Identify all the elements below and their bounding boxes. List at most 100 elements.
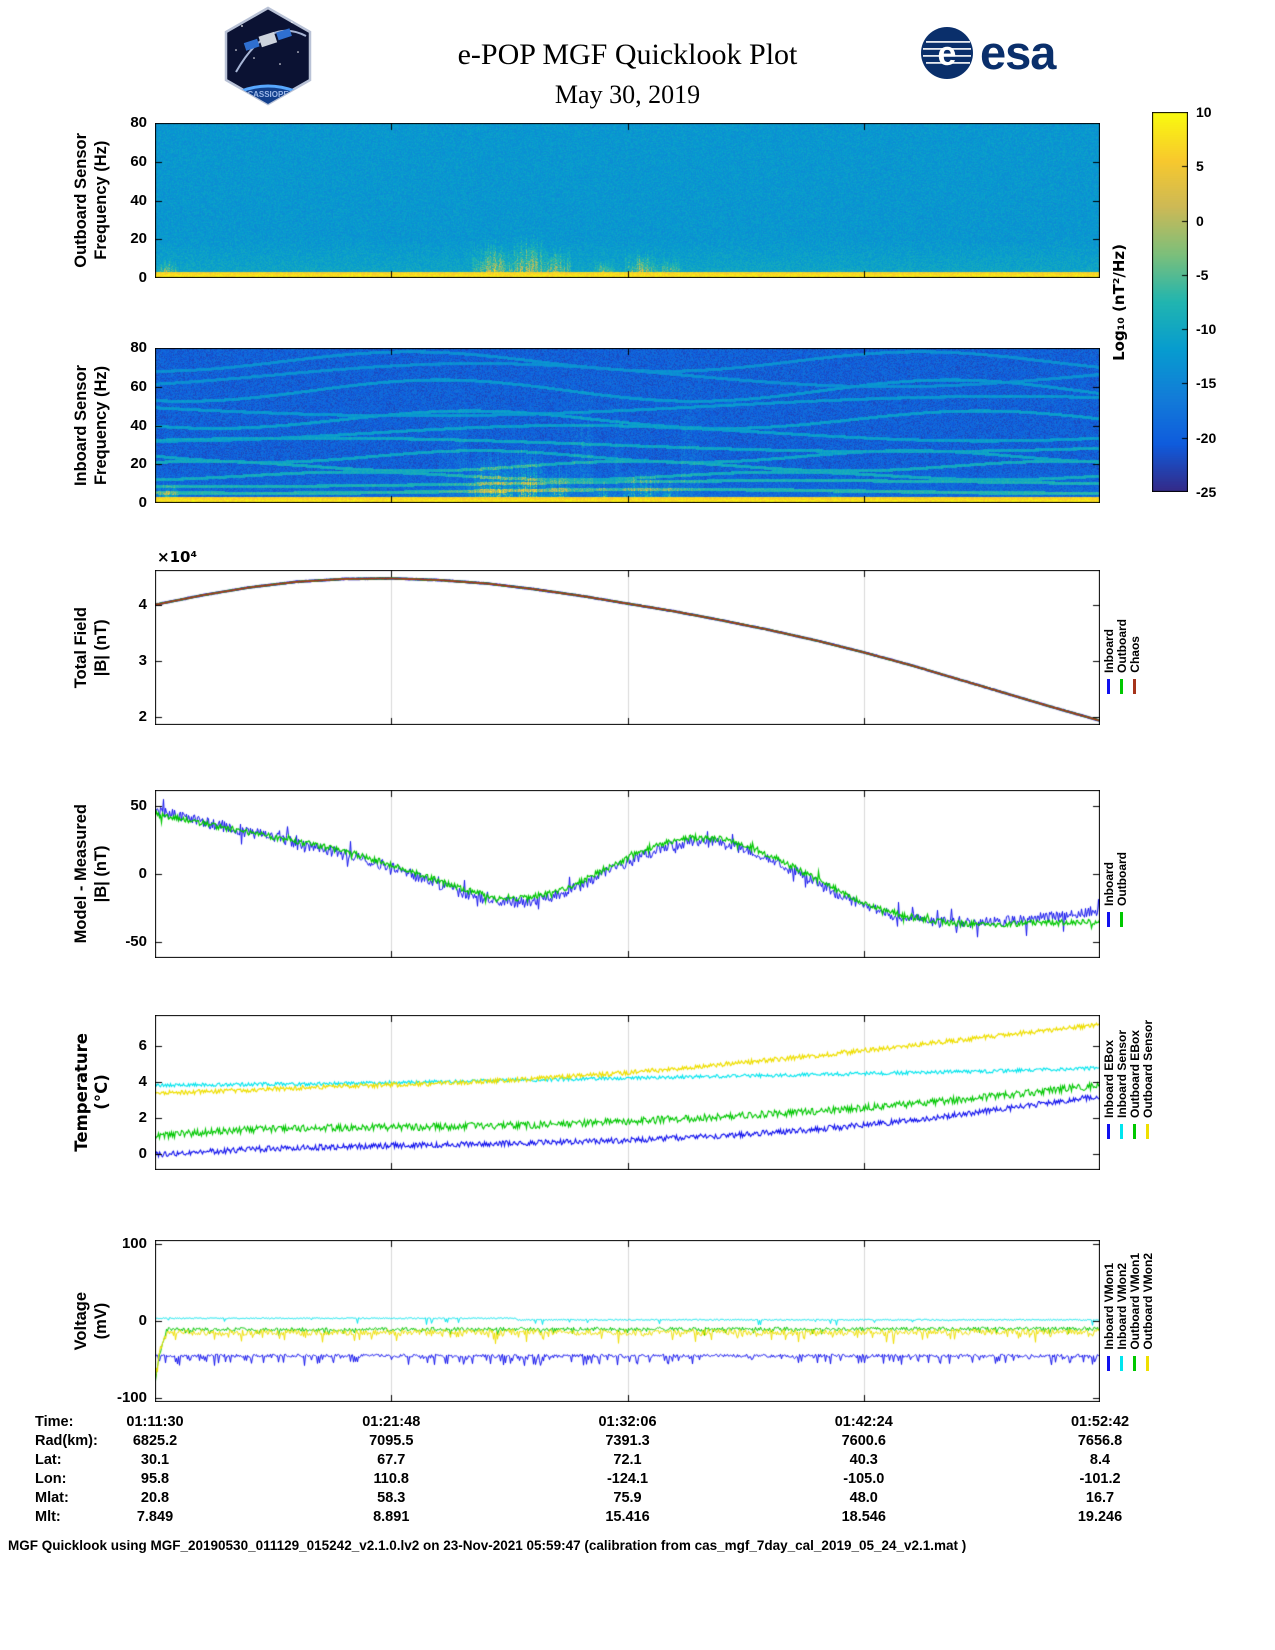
axis-row-label: Mlt: — [35, 1509, 61, 1525]
axis-row-value: 75.9 — [613, 1490, 642, 1506]
legend-color-mark — [1133, 1124, 1136, 1139]
axis-row-value: 30.1 — [140, 1452, 170, 1468]
legend-entry-inboard-ebox: Inboard EBox — [1101, 1015, 1116, 1118]
cassiope-mission-patch: CASSIOPE — [222, 6, 314, 106]
mission-patch-graphic: CASSIOPE — [224, 6, 312, 106]
axis-row-value: 16.7 — [1085, 1490, 1115, 1506]
legend-entry-outboard: Outboard — [1114, 790, 1129, 906]
axis-row-value: -101.2 — [1079, 1471, 1121, 1487]
ytick-label: 0 — [138, 1312, 147, 1329]
ytick-label: 3 — [138, 651, 147, 669]
colorbar-label: Log₁₀ (nT²/Hz) — [1104, 112, 1134, 492]
axis-row-value: 7600.6 — [841, 1433, 886, 1449]
ytick-label: 80 — [130, 339, 147, 356]
axis-row-value: 19.246 — [1077, 1509, 1123, 1525]
footer-note: MGF Quicklook using MGF_20190530_011129_… — [8, 1538, 967, 1553]
legend-color-mark — [1120, 1124, 1123, 1139]
ytick-label: 60 — [130, 377, 147, 395]
axis-row-value: 7095.5 — [369, 1433, 414, 1449]
ytick-label: 0 — [138, 269, 147, 286]
axis-row-value: 72.1 — [613, 1452, 642, 1468]
ytick-label: -50 — [125, 932, 147, 950]
colorbar-tick-label: 10 — [1196, 104, 1212, 120]
ytick-label: 2 — [138, 1108, 147, 1126]
legend-entry-inboard: Inboard — [1101, 570, 1116, 673]
ylabel-total-field: Total Field |B| (nT) — [66, 570, 118, 725]
legend-label: Inboard VMon2 — [1114, 1263, 1129, 1350]
legend-label: Outboard EBox — [1127, 1029, 1142, 1118]
legend-label: Inboard VMon1 — [1101, 1263, 1116, 1350]
legend-label: Inboard EBox — [1101, 1039, 1116, 1118]
axis-row-value: 01:11:30 — [126, 1414, 184, 1430]
axis-row-value: 20.8 — [140, 1490, 170, 1506]
page-subtitle: May 30, 2019 — [554, 80, 701, 109]
axis-row-value: 7656.8 — [1077, 1433, 1123, 1449]
legend-color-mark — [1146, 1356, 1149, 1371]
legend-color-mark — [1120, 679, 1123, 694]
axis-row-value: 01:21:48 — [362, 1414, 421, 1430]
ytick-label: 0 — [138, 494, 147, 511]
axis-row-value: 67.7 — [377, 1452, 406, 1468]
colorbar-tick-label: 0 — [1196, 212, 1204, 229]
colorbar-label-text: Log₁₀ (nT²/Hz) — [1110, 243, 1128, 361]
axis-row-value: 7.849 — [136, 1509, 174, 1525]
legend-entry-outboard-ebox: Outboard EBox — [1127, 1015, 1142, 1118]
legend-entry-outboard-vmon1: Outboard VMon1 — [1128, 1240, 1142, 1350]
esa-wordmark: esa — [980, 26, 1056, 79]
axis-row-value: -124.1 — [606, 1471, 649, 1487]
legend-entry-outboard: Outboard — [1114, 570, 1129, 673]
axis-row-value: 01:52:42 — [1070, 1414, 1130, 1430]
axis-row-value: 01:32:06 — [598, 1414, 657, 1430]
colorbar-tick-label: -15 — [1196, 375, 1217, 392]
ytick-label: -100 — [116, 1389, 147, 1407]
legend-entry-outboard-sensor: Outboard Sensor — [1141, 1015, 1155, 1118]
axis-row-value: 18.546 — [841, 1509, 886, 1525]
legend-label: Outboard VMon2 — [1140, 1253, 1155, 1350]
axis-row-value: 6825.2 — [132, 1433, 178, 1449]
legend-color-mark — [1120, 1356, 1123, 1371]
axis-row-value: 95.8 — [140, 1471, 170, 1487]
axis-row-value: -105.0 — [843, 1471, 885, 1487]
legend-label: Inboard — [1101, 862, 1116, 906]
legend-entry-inboard: Inboard — [1101, 790, 1116, 906]
ytick-label: 50 — [130, 797, 147, 815]
axis-row-value: 8.4 — [1089, 1452, 1111, 1468]
legend-label: Inboard — [1101, 629, 1116, 673]
svg-text:e: e — [938, 35, 957, 73]
legend-entry-inboard-vmon2: Inboard VMon2 — [1114, 1240, 1129, 1350]
satellite-icon — [243, 28, 292, 51]
axis-row-value: 01:42:24 — [834, 1414, 893, 1430]
total-field-canvas — [155, 570, 1100, 725]
axis-row-label: Time: — [35, 1414, 74, 1430]
axis-row-value: 58.3 — [377, 1490, 406, 1506]
ytick-label: 4 — [138, 595, 147, 613]
voltage-canvas — [155, 1240, 1100, 1402]
legend-color-mark — [1107, 1356, 1110, 1371]
ytick-label: 4 — [138, 1072, 147, 1090]
colorbar — [1152, 112, 1188, 492]
legend-color-mark — [1133, 679, 1136, 694]
outboard-spectrogram-canvas — [155, 123, 1100, 278]
legend-entry-chaos: Chaos — [1127, 570, 1142, 673]
axis-row-value: 48.0 — [849, 1490, 878, 1506]
legend-label: Chaos — [1127, 636, 1142, 673]
axis-row-label: Lat: — [35, 1452, 62, 1468]
patch-text: CASSIOPE — [247, 90, 289, 99]
ytick-label: 40 — [130, 416, 147, 434]
colorbar-tick-label: -25 — [1196, 484, 1217, 500]
axis-row-value: 15.416 — [605, 1509, 650, 1525]
legend-label: Outboard — [1114, 619, 1129, 673]
legend-label: Outboard — [1114, 852, 1129, 906]
axis-row-value: 7391.3 — [605, 1433, 650, 1449]
ytick-label: 100 — [121, 1234, 147, 1252]
ytick-label: 2 — [138, 707, 147, 725]
axis-row-label: Rad(km): — [35, 1433, 98, 1449]
ytick-label: 60 — [130, 152, 147, 170]
inboard-spectrogram-canvas — [155, 348, 1100, 503]
esa-logo: e esa — [920, 26, 1056, 80]
legend-entry-outboard-vmon2: Outboard VMon2 — [1140, 1240, 1155, 1350]
model-minus-measured-canvas — [155, 790, 1100, 958]
axis-row-value: 8.891 — [373, 1509, 410, 1525]
colorbar-tick-label: -5 — [1196, 266, 1209, 283]
ytick-label: 0 — [138, 865, 147, 882]
